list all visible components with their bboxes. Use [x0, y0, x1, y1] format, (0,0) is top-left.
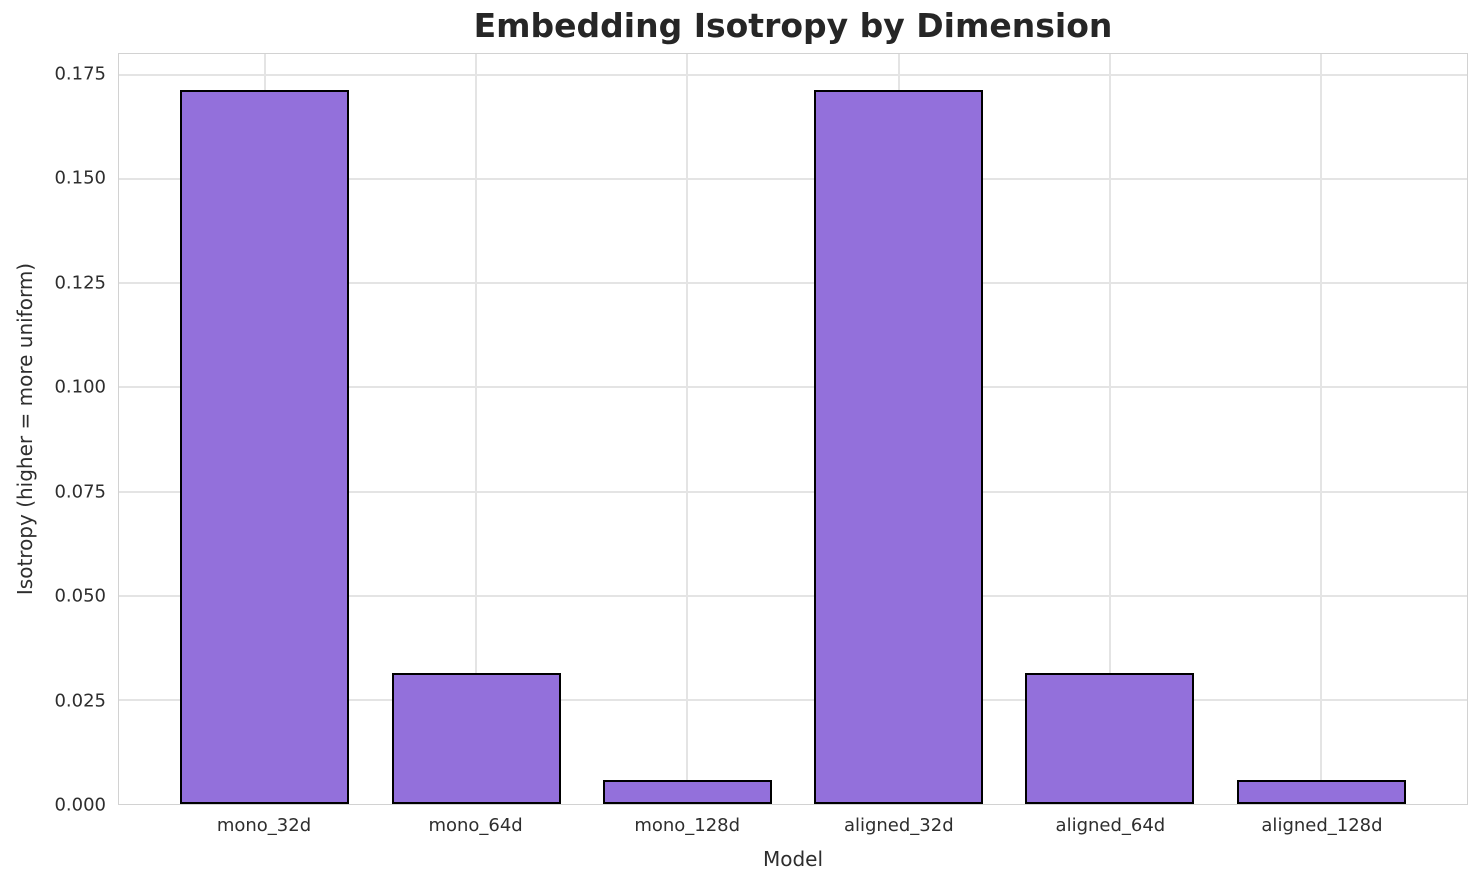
gridline-y-0.025	[119, 698, 1467, 701]
y-tick-label-0.175: 0.175	[54, 63, 106, 85]
bar-mono_128d	[602, 780, 772, 804]
gridline-y-0.150	[119, 178, 1467, 180]
plot-area	[118, 53, 1468, 805]
bar-mono_64d	[391, 672, 561, 804]
gridline-x-aligned_128d	[1320, 54, 1323, 804]
x-tick-label-aligned_64d: aligned_64d	[1055, 815, 1166, 836]
gridline-y-0.100	[119, 386, 1467, 389]
x-tick-label-aligned_32d: aligned_32d	[843, 815, 954, 836]
y-tick-label-0.150: 0.150	[54, 167, 106, 189]
chart-title: Embedding Isotropy by Dimension	[473, 6, 1113, 45]
gridline-y-0.050	[119, 594, 1467, 597]
gridline-y-0.125	[119, 282, 1467, 285]
x-tick-label-aligned_128d: aligned_128d	[1261, 815, 1383, 836]
gridline-y-0.075	[119, 490, 1467, 493]
y-tick-label-0.100: 0.100	[54, 376, 106, 398]
bar-aligned_128d	[1236, 780, 1406, 804]
bar-aligned_32d	[814, 89, 984, 804]
y-tick-label-0.000: 0.000	[54, 794, 106, 816]
bar-aligned_64d	[1025, 672, 1195, 804]
gridline-x-aligned_64d	[1108, 54, 1111, 804]
x-tick-label-mono_32d: mono_32d	[216, 815, 312, 836]
x-axis-label: Model	[762, 847, 824, 871]
x-tick-label-mono_128d: mono_128d	[634, 815, 741, 836]
x-tick-label-mono_64d: mono_64d	[428, 815, 523, 836]
y-tick-label-0.025: 0.025	[54, 690, 106, 712]
y-tick-label-0.075: 0.075	[54, 481, 106, 503]
y-tick-label-0.050: 0.050	[54, 585, 106, 607]
y-tick-labels: 0.000 0.025 0.050 0.075 0.100 0.125 0.150 0.175	[0, 53, 106, 815]
gridline-x-mono_64d	[475, 54, 478, 804]
y-tick-label-0.125: 0.125	[54, 272, 106, 294]
bars	[119, 54, 1467, 804]
x-tick-labels: mono_32d mono_64d mono_128d aligned_32d alig…	[118, 815, 1468, 841]
gridline-y-0.175	[119, 73, 1467, 76]
bar-mono_32d	[180, 89, 350, 804]
gridline-x-mono_128d	[686, 54, 689, 804]
